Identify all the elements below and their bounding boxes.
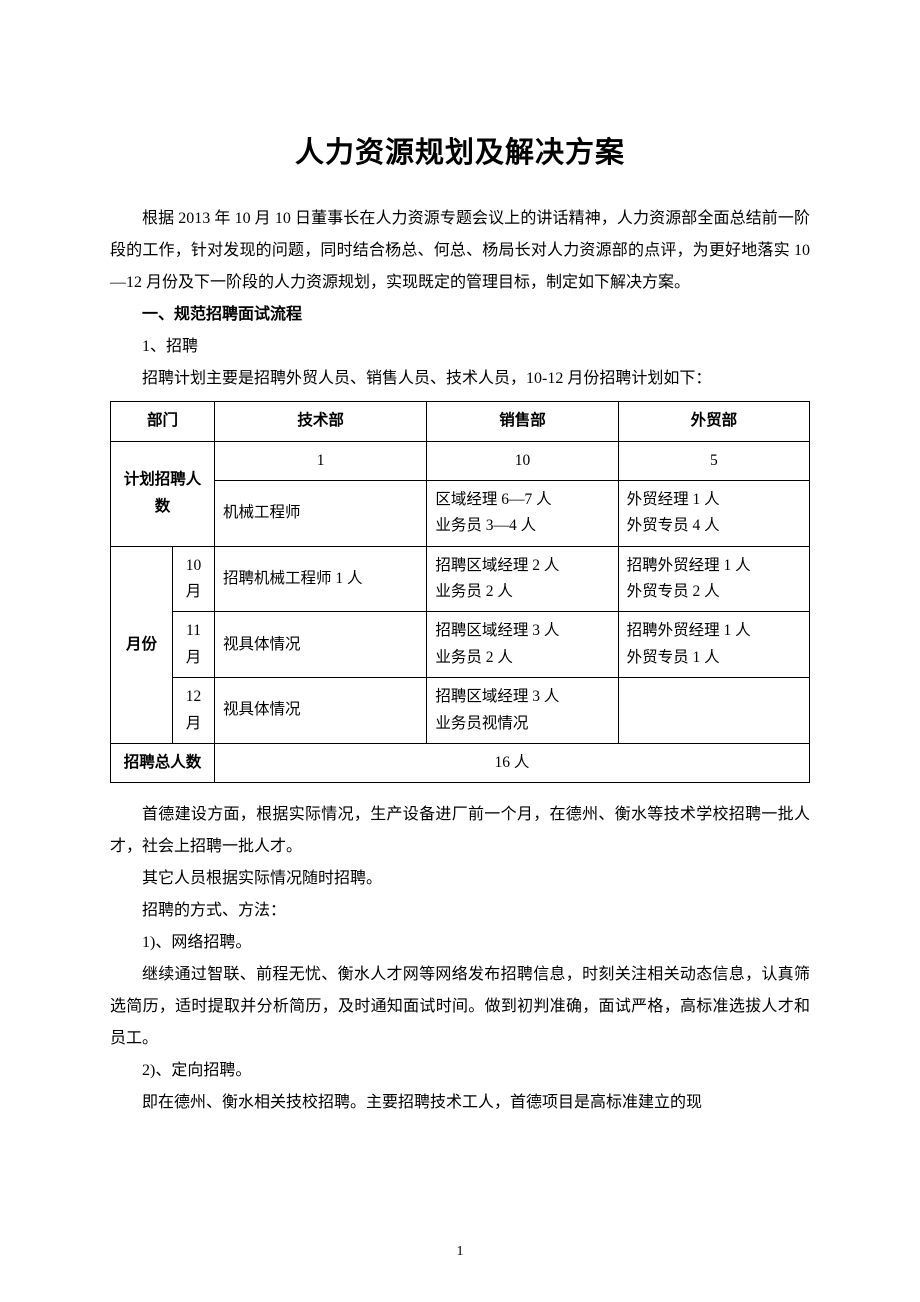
col-tech: 技术部 — [215, 402, 427, 441]
month-row-11: 11月 视具体情况 招聘区域经理 3 人业务员 2 人 招聘外贸经理 1 人外贸… — [111, 612, 810, 678]
plan-detail-row: 机械工程师 区域经理 6—7 人业务员 3—4 人 外贸经理 1 人外贸专员 4… — [111, 481, 810, 547]
page-number: 1 — [0, 1244, 920, 1260]
month-group-label: 月份 — [111, 546, 173, 743]
method-2-body: 即在德州、衡水相关技校招聘。主要招聘技术工人，首德项目是高标准建立的现 — [110, 1087, 810, 1119]
total-row: 招聘总人数 16 人 — [111, 743, 810, 782]
month-10-sales: 招聘区域经理 2 人业务员 2 人 — [427, 546, 618, 612]
section-1-heading: 一、规范招聘面试流程 — [110, 299, 810, 331]
intro-paragraph: 根据 2013 年 10 月 10 日董事长在人力资源专题会议上的讲话精神，人力… — [110, 203, 810, 299]
month-10-ft: 招聘外贸经理 1 人外贸专员 2 人 — [618, 546, 809, 612]
document-page: 人力资源规划及解决方案 根据 2013 年 10 月 10 日董事长在人力资源专… — [0, 0, 920, 1302]
month-10-label: 10月 — [173, 546, 215, 612]
method-1-body: 继续通过智联、前程无忧、衡水人才网等网络发布招聘信息，时刻关注相关动态信息，认真… — [110, 959, 810, 1055]
plan-detail-tech: 机械工程师 — [215, 481, 427, 547]
col-foreign-trade: 外贸部 — [618, 402, 809, 441]
table-header-row: 部门 技术部 销售部 外贸部 — [111, 402, 810, 441]
plan-count-label: 计划招聘人数 — [111, 441, 215, 546]
month-12-label: 12月 — [173, 678, 215, 744]
month-11-ft: 招聘外贸经理 1 人外贸专员 1 人 — [618, 612, 809, 678]
plan-detail-sales: 区域经理 6—7 人业务员 3—4 人 — [427, 481, 618, 547]
month-11-sales: 招聘区域经理 3 人业务员 2 人 — [427, 612, 618, 678]
month-12-tech: 视具体情况 — [215, 678, 427, 744]
method-2-head: 2)、定向招聘。 — [110, 1055, 810, 1087]
month-row-10: 月份 10月 招聘机械工程师 1 人 招聘区域经理 2 人业务员 2 人 招聘外… — [111, 546, 810, 612]
plan-count-ft: 5 — [618, 441, 809, 480]
after-table-p2: 其它人员根据实际情况随时招聘。 — [110, 863, 810, 895]
month-12-sales: 招聘区域经理 3 人业务员视情况 — [427, 678, 618, 744]
month-12-ft — [618, 678, 809, 744]
col-dept: 部门 — [111, 402, 215, 441]
month-11-label: 11月 — [173, 612, 215, 678]
plan-count-row: 计划招聘人数 1 10 5 — [111, 441, 810, 480]
recruitment-plan-table: 部门 技术部 销售部 外贸部 计划招聘人数 1 10 5 机械工程师 区域经理 … — [110, 401, 810, 783]
total-label: 招聘总人数 — [111, 743, 215, 782]
month-row-12: 12月 视具体情况 招聘区域经理 3 人业务员视情况 — [111, 678, 810, 744]
section-1-item-1: 1、招聘 — [110, 331, 810, 363]
col-sales: 销售部 — [427, 402, 618, 441]
after-table-p1: 首德建设方面，根据实际情况，生产设备进厂前一个月，在德州、衡水等技术学校招聘一批… — [110, 799, 810, 863]
month-11-tech: 视具体情况 — [215, 612, 427, 678]
plan-detail-ft: 外贸经理 1 人外贸专员 4 人 — [618, 481, 809, 547]
month-10-tech: 招聘机械工程师 1 人 — [215, 546, 427, 612]
method-1-head: 1)、网络招聘。 — [110, 927, 810, 959]
section-1-item-1-desc: 招聘计划主要是招聘外贸人员、销售人员、技术人员，10-12 月份招聘计划如下： — [110, 363, 810, 395]
document-body: 根据 2013 年 10 月 10 日董事长在人力资源专题会议上的讲话精神，人力… — [110, 203, 810, 1119]
plan-count-sales: 10 — [427, 441, 618, 480]
plan-count-tech: 1 — [215, 441, 427, 480]
total-value: 16 人 — [215, 743, 810, 782]
method-heading: 招聘的方式、方法： — [110, 895, 810, 927]
document-title: 人力资源规划及解决方案 — [110, 129, 810, 171]
